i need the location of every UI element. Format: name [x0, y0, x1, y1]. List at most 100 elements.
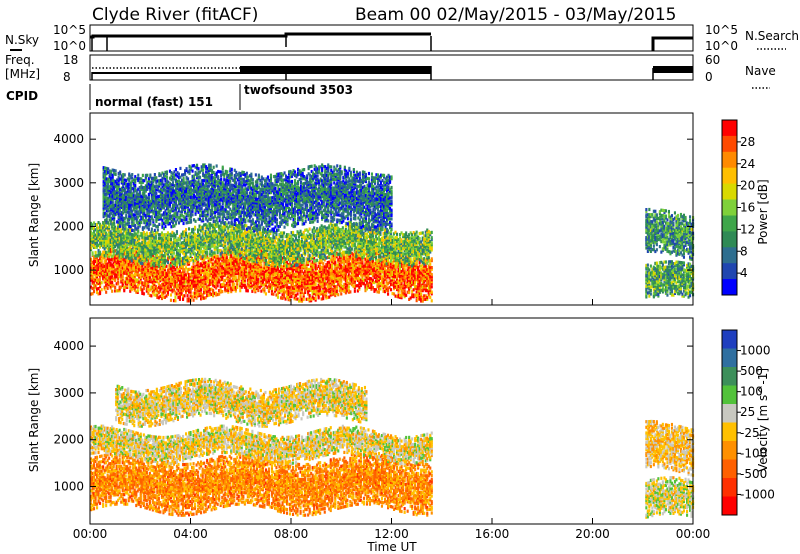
power-cell-4297 [169, 244, 173, 249]
power-cell-4494 [195, 256, 198, 260]
power-cell-352 [124, 285, 127, 289]
power-cell-1101 [197, 280, 200, 284]
power-cell-2651 [340, 260, 343, 265]
power-cell-70 [96, 264, 99, 268]
power-cell-3331 [405, 281, 408, 285]
power-cell-3432 [414, 262, 417, 266]
power-cell-151 [105, 278, 108, 282]
power-cell-3924 [126, 251, 129, 255]
power-cell-1258 [212, 292, 215, 296]
power-cell-4463 [191, 238, 194, 242]
power-cell-4878 [242, 253, 245, 257]
power-cell-4786 [231, 237, 234, 241]
power-cell-367 [126, 282, 129, 286]
power-cell-2194 [298, 262, 301, 266]
power-cell-730 [160, 275, 164, 280]
power-cell-4954 [251, 245, 254, 249]
power-cell-3636 [93, 237, 96, 241]
power-cell-869 [174, 269, 177, 273]
power-cell-1359 [221, 269, 224, 273]
power-cell-1511 [234, 261, 237, 265]
power-cell-310 [120, 273, 123, 277]
power-cell-4071 [142, 237, 145, 241]
power-cell-4883 [242, 234, 245, 238]
power-cell-2954 [368, 266, 372, 270]
power-cell-3210 [394, 285, 397, 289]
power-cell-4147 [151, 239, 154, 243]
power-cell-4912 [246, 249, 249, 253]
power-cell-958 [183, 287, 186, 291]
power-cell-1977 [278, 269, 281, 273]
power-cell-1077 [195, 292, 198, 297]
power-cell-1070 [194, 272, 197, 276]
power-cell-4630 [212, 242, 215, 246]
power-cell-224 [111, 266, 114, 271]
power-cell-3363 [408, 276, 411, 281]
power-cell-2489 [326, 280, 329, 284]
power-cell-1548 [239, 289, 242, 293]
power-cell-3826 [115, 248, 118, 252]
power-cell-3721 [103, 254, 106, 258]
power-cell-3312 [403, 289, 406, 294]
power-cell-4292 [169, 255, 173, 259]
power-cell-1461 [230, 263, 233, 267]
power-cell-1653 [248, 266, 251, 270]
power-cell-4447 [189, 249, 192, 253]
power-cell-1337 [219, 283, 222, 287]
power-cell-3387 [409, 259, 412, 263]
power-cell-1268 [212, 267, 215, 272]
power-cell-761 [163, 281, 167, 286]
power-cell-584 [147, 286, 150, 290]
power-cell-4296 [169, 246, 173, 250]
power-cell-1198 [206, 290, 209, 294]
power-cell-952 [182, 268, 185, 272]
power-cell-3656 [96, 245, 99, 249]
power-cell-3413 [412, 269, 415, 273]
power-cell-783 [165, 273, 168, 277]
power-cell-3490 [420, 276, 423, 280]
power-cell-3451 [417, 288, 420, 292]
power-cell-260 [115, 282, 118, 286]
power-cell-1183 [204, 289, 207, 293]
power-cell-1088 [195, 271, 198, 276]
power-cell-2684 [343, 258, 346, 262]
power-cell-2414 [319, 269, 322, 273]
power-cell-2748 [349, 257, 352, 261]
power-cell-338 [123, 289, 126, 293]
power-cell-3023 [376, 290, 379, 294]
power-cell-3377 [409, 278, 412, 283]
power-cell-3278 [400, 282, 403, 286]
power-cell-1488 [233, 282, 236, 286]
power-cell-3383 [409, 268, 412, 272]
power-cell-3024 [376, 285, 379, 289]
power-cell-281 [117, 266, 120, 270]
power-cell-2018 [283, 281, 286, 285]
power-cell-3935 [126, 228, 129, 232]
power-cell-787 [166, 291, 170, 295]
power-cell-4298 [169, 243, 173, 247]
power-cell-667 [154, 270, 157, 275]
power-cell-1230 [209, 291, 212, 295]
power-cell-944 [182, 282, 185, 286]
power-cell-4156 [153, 257, 156, 261]
power-cell-4172 [154, 245, 157, 249]
power-cell-4434 [188, 250, 191, 254]
power-cell-1336 [219, 285, 222, 289]
power-cell-1960 [276, 271, 280, 275]
power-cell-449 [133, 274, 136, 278]
power-cell-4498 [195, 246, 198, 250]
power-cell-3512 [423, 294, 426, 298]
power-cell-3993 [133, 244, 136, 248]
power-cell-1089 [195, 270, 198, 274]
power-cell-4665 [216, 250, 219, 255]
power-cell-3744 [105, 233, 108, 237]
power-cell-939 [182, 294, 185, 298]
power-cell-1925 [273, 272, 277, 276]
power-cell-1992 [279, 264, 283, 269]
power-cell-4365 [178, 253, 182, 258]
power-cell-4340 [175, 254, 179, 258]
power-cell-3873 [120, 240, 123, 244]
power-cell-2645 [340, 273, 343, 277]
power-cell-3480 [418, 264, 421, 268]
power-cell-888 [177, 295, 180, 300]
